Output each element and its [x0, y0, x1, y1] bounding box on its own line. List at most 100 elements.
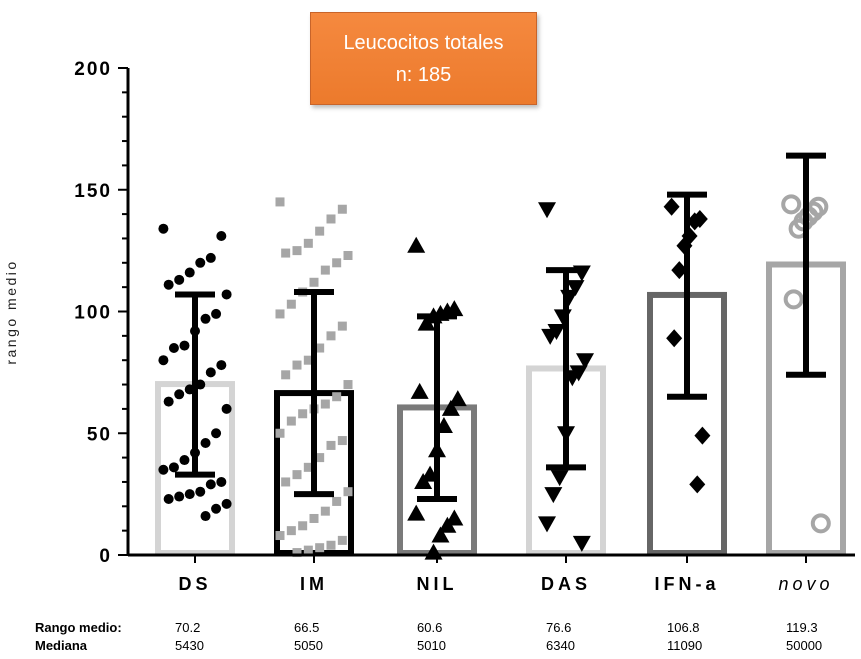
point-im-21 — [332, 392, 342, 402]
point-im-9 — [320, 265, 330, 275]
point-im-19 — [281, 370, 291, 380]
point-das-6 — [541, 328, 560, 345]
error-bar-im — [294, 289, 334, 498]
stat-mediana-ifn-a: 11090 — [667, 638, 703, 653]
point-im-24 — [298, 409, 308, 419]
x-tick-label-das: DAS — [541, 574, 591, 594]
axes-layer: 0 50 100 150 200 DS IM NIL DAS IFN-a novo — [74, 59, 855, 594]
point-im-32 — [281, 477, 291, 487]
point-im-35 — [320, 506, 330, 516]
point-im-43 — [303, 545, 313, 555]
point-im-26 — [275, 428, 285, 438]
point-ds-8 — [211, 308, 222, 319]
point-ds-22 — [200, 437, 211, 448]
point-im-6 — [281, 248, 291, 258]
point-ds-14 — [216, 360, 227, 371]
point-im-15 — [326, 331, 336, 341]
stat-rango-medio-ds: 70.2 — [175, 620, 201, 635]
point-ds-13 — [158, 355, 169, 366]
point-im-7 — [343, 250, 353, 260]
point-ds-28 — [205, 479, 216, 490]
point-ds-34 — [211, 503, 222, 514]
y-tick-label: 200 — [74, 59, 112, 80]
point-das-0 — [538, 202, 556, 219]
chart-subtitle: n: 185 — [395, 64, 452, 86]
point-ds-3 — [195, 257, 206, 268]
point-ds-6 — [163, 279, 174, 290]
point-ds-30 — [184, 489, 195, 500]
point-im-42 — [315, 543, 325, 553]
point-im-18 — [292, 360, 302, 370]
point-das-4 — [553, 309, 572, 326]
point-im-33 — [343, 487, 353, 497]
point-das-7 — [576, 353, 594, 370]
error-bar-das — [546, 267, 586, 471]
error-bars-layer — [175, 152, 826, 502]
x-tick-label-ifn-a: IFN-a — [655, 574, 720, 594]
point-im-39 — [275, 531, 285, 541]
stat-rango-medio-novo: 119.3 — [786, 620, 818, 635]
point-nil-15 — [438, 516, 457, 533]
point-ds-27 — [216, 476, 227, 487]
point-ds-11 — [179, 340, 190, 351]
point-im-36 — [309, 513, 319, 523]
stat-rango-medio-nil: 60.6 — [417, 620, 443, 635]
point-das-12 — [544, 487, 563, 504]
y-axis-label: rango medio — [3, 259, 19, 364]
error-bar-nil — [417, 313, 457, 502]
point-ds-18 — [174, 389, 185, 400]
chart-title-box: Leucocitos totales n: 185 — [310, 12, 537, 105]
point-nil-13 — [407, 504, 426, 521]
point-ifn-a-0 — [663, 197, 680, 216]
point-ds-33 — [221, 498, 232, 509]
point-ds-25 — [168, 462, 179, 473]
point-das-3 — [560, 289, 579, 306]
point-ds-9 — [200, 313, 211, 324]
point-ds-15 — [205, 367, 216, 378]
point-im-41 — [326, 540, 336, 550]
point-im-22 — [320, 399, 330, 409]
point-im-3 — [315, 226, 325, 236]
point-ifn-a-2 — [686, 212, 703, 231]
stat-mediana-nil: 5010 — [417, 638, 446, 653]
point-novo-0 — [781, 194, 802, 215]
point-im-1 — [337, 204, 347, 214]
error-bar-ds — [175, 291, 215, 478]
point-im-0 — [275, 197, 285, 207]
point-das-13 — [538, 516, 556, 533]
point-im-10 — [309, 277, 319, 287]
x-tick-label-ds: DS — [178, 574, 211, 594]
point-nil-7 — [448, 390, 467, 407]
point-ds-32 — [163, 493, 174, 504]
point-im-40 — [337, 535, 347, 545]
point-das-14 — [572, 535, 591, 552]
point-ds-29 — [195, 486, 206, 497]
point-ds-1 — [216, 231, 227, 242]
y-tick-label: 50 — [87, 424, 112, 445]
point-ifn-a-7 — [694, 426, 711, 445]
point-im-37 — [298, 521, 308, 531]
y-tick-label: 0 — [99, 546, 112, 567]
point-nil-12 — [414, 472, 433, 489]
x-tick-label-nil: NIL — [417, 574, 458, 594]
point-im-17 — [303, 355, 313, 365]
stat-mediana-das: 6340 — [546, 638, 575, 653]
point-im-13 — [275, 309, 285, 319]
point-im-4 — [303, 238, 313, 248]
stats-label-rango-medio: Rango medio: — [35, 620, 122, 635]
point-das-2 — [566, 280, 585, 297]
point-ds-24 — [179, 455, 190, 466]
stat-mediana-im: 5050 — [294, 638, 323, 653]
point-das-11 — [550, 470, 569, 487]
point-im-12 — [286, 299, 296, 309]
point-im-30 — [303, 462, 313, 472]
points-layer — [158, 194, 831, 560]
point-ds-21 — [211, 428, 222, 439]
x-tick-label-im: IM — [300, 574, 328, 594]
point-im-5 — [292, 246, 302, 256]
stat-rango-medio-ifn-a: 106.8 — [667, 620, 700, 635]
stats-table: Rango medio: Mediana 70.2 66.5 60.6 76.6 106… — [0, 614, 861, 659]
chart-title: Leucocitos totales — [343, 32, 504, 54]
point-nil-8 — [441, 399, 460, 416]
point-novo-6 — [783, 289, 804, 310]
